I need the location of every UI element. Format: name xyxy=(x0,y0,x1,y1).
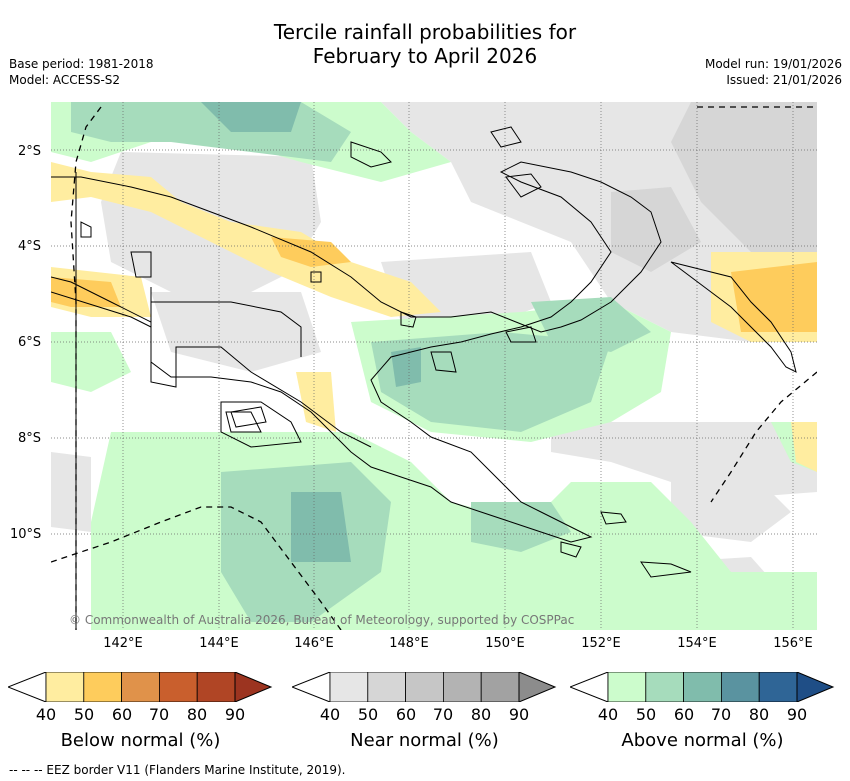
issued-date: Issued: 21/01/2026 xyxy=(726,73,842,87)
tick-below-40: 40 xyxy=(35,705,57,724)
colorbar-near-cell xyxy=(480,672,520,702)
map-title: Tercile rainfall probabilities for Febru… xyxy=(0,20,850,68)
lon-label-144e: 144°E xyxy=(199,636,239,651)
tick-above-80: 80 xyxy=(748,705,770,724)
probability-map xyxy=(51,102,817,630)
colorbar-below-cell xyxy=(45,672,85,702)
tick-above-60: 60 xyxy=(673,705,695,724)
copyright-notice: © Commonwealth of Australia 2026, Bureau… xyxy=(69,613,575,627)
tick-near-60: 60 xyxy=(395,705,417,724)
base-period: Base period: 1981-2018 xyxy=(9,57,154,71)
run-info: Model run: 19/01/2026 Issued: 21/01/2026 xyxy=(705,56,842,88)
colorbar-below-cells xyxy=(45,672,236,702)
tick-above-90: 90 xyxy=(786,705,808,724)
tick-below-90: 90 xyxy=(224,705,246,724)
below-normal-title: Below normal (%) xyxy=(60,730,221,751)
colorbar-above-cell xyxy=(720,672,760,702)
tick-above-70: 70 xyxy=(710,705,732,724)
tick-near-90: 90 xyxy=(508,705,530,724)
colorbar-near-cells xyxy=(329,672,520,702)
title-line-1: Tercile rainfall probabilities for xyxy=(273,20,577,44)
colorbar-below-cell xyxy=(196,672,236,702)
lat-label-10s: 10°S xyxy=(10,527,42,542)
colorbar-above-max xyxy=(796,672,835,702)
colorbar-above xyxy=(570,672,835,702)
above-normal-regions xyxy=(51,102,817,630)
colorbar-below-cell xyxy=(83,672,123,702)
tick-below-80: 80 xyxy=(186,705,208,724)
lat-label-6s: 6°S xyxy=(18,335,42,350)
tick-below-70: 70 xyxy=(148,705,170,724)
tick-above-50: 50 xyxy=(635,705,657,724)
colorbar-near-max xyxy=(518,672,557,702)
tick-near-70: 70 xyxy=(432,705,454,724)
lon-label-156e: 156°E xyxy=(773,636,813,651)
above-normal-title: Above normal (%) xyxy=(621,730,784,751)
lat-label-2s: 2°S xyxy=(18,144,42,159)
colorbar-below-cell xyxy=(158,672,198,702)
colorbar-near xyxy=(292,672,557,702)
colorbar-below-max xyxy=(234,672,273,702)
lon-label-142e: 142°E xyxy=(103,636,143,651)
coastlines xyxy=(51,126,797,630)
lon-label-152e: 152°E xyxy=(581,636,621,651)
near-normal-title: Near normal (%) xyxy=(350,730,499,751)
colorbar-above-cell xyxy=(607,672,647,702)
model-run: Model run: 19/01/2026 xyxy=(704,57,842,71)
tick-below-60: 60 xyxy=(111,705,133,724)
gridlines xyxy=(51,102,817,630)
eez-border-note: -- -- -- EEZ border V11 (Flanders Marine… xyxy=(9,763,346,777)
model-info: Base period: 1981-2018 Model: ACCESS-S2 xyxy=(9,56,154,88)
tick-near-50: 50 xyxy=(357,705,379,724)
title-line-2: February to April 2026 xyxy=(312,44,538,68)
tick-above-40: 40 xyxy=(597,705,619,724)
colorbar-near-cell xyxy=(329,672,369,702)
colorbar-near-cell xyxy=(442,672,482,702)
colorbar-above-cell xyxy=(758,672,798,702)
colorbar-above-cell xyxy=(645,672,685,702)
colorbar-near-cell xyxy=(405,672,444,702)
colorbar-above-cells xyxy=(607,672,798,702)
colorbar-below-cell xyxy=(121,672,160,702)
lon-label-154e: 154°E xyxy=(677,636,717,651)
lon-label-148e: 148°E xyxy=(389,636,429,651)
colorbar-near-cell xyxy=(367,672,407,702)
tick-near-40: 40 xyxy=(319,705,341,724)
lon-label-146e: 146°E xyxy=(294,636,334,651)
lat-label-4s: 4°S xyxy=(18,239,42,254)
tick-near-80: 80 xyxy=(470,705,492,724)
lat-label-8s: 8°S xyxy=(18,431,42,446)
model-name: Model: ACCESS-S2 xyxy=(9,73,121,87)
colorbar-above-cell xyxy=(683,672,722,702)
tick-below-50: 50 xyxy=(73,705,95,724)
colorbar-below xyxy=(8,672,273,702)
map-svg xyxy=(51,102,817,630)
lon-label-150e: 150°E xyxy=(485,636,525,651)
eez-borders xyxy=(51,106,817,630)
